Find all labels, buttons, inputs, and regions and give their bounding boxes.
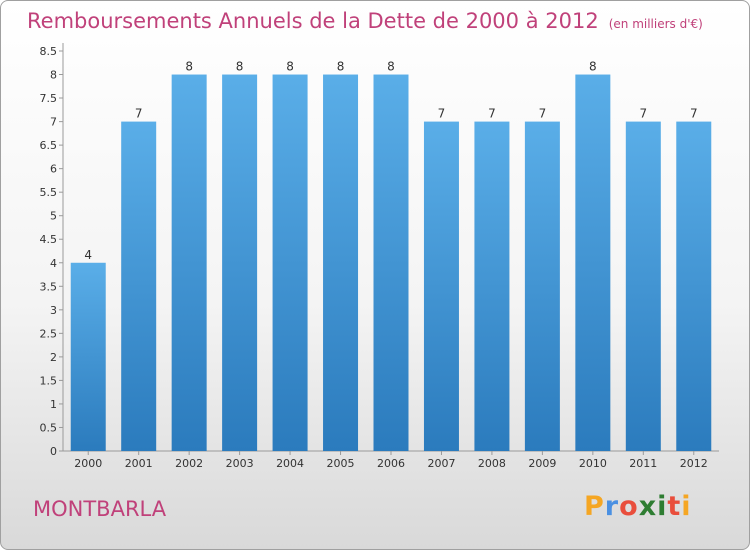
y-tick-label: 1.5 bbox=[40, 374, 58, 387]
logo-letter: i bbox=[657, 491, 668, 522]
x-tick-label: 2006 bbox=[377, 457, 405, 470]
y-tick-label: 0.5 bbox=[40, 421, 58, 434]
data-label: 7 bbox=[438, 107, 446, 121]
bar bbox=[171, 74, 207, 451]
data-label: 7 bbox=[690, 107, 698, 121]
bar bbox=[625, 121, 661, 452]
bar bbox=[474, 121, 510, 452]
bar bbox=[524, 121, 560, 452]
logo-letter: x bbox=[638, 491, 658, 522]
y-tick-label: 0 bbox=[50, 445, 57, 458]
y-tick-label: 5 bbox=[50, 210, 57, 223]
bar bbox=[121, 121, 157, 452]
y-tick-label: 8 bbox=[50, 69, 57, 82]
x-tick-label: 2003 bbox=[226, 457, 254, 470]
bar bbox=[272, 74, 308, 451]
data-label: 8 bbox=[185, 60, 193, 74]
data-label: 8 bbox=[236, 60, 244, 74]
x-tick-label: 2007 bbox=[427, 457, 455, 470]
bar bbox=[575, 74, 611, 451]
y-tick-label: 2.5 bbox=[40, 327, 58, 340]
y-tick-label: 1 bbox=[50, 398, 57, 411]
bar bbox=[423, 121, 459, 452]
y-tick-label: 8.5 bbox=[40, 45, 58, 58]
x-tick-label: 2000 bbox=[74, 457, 102, 470]
data-label: 7 bbox=[135, 107, 143, 121]
chart-title: Remboursements Annuels de la Dette de 20… bbox=[27, 9, 703, 33]
bar bbox=[323, 74, 359, 451]
data-label: 7 bbox=[639, 107, 647, 121]
proxiti-logo: Proxiti bbox=[584, 491, 692, 522]
y-tick-label: 3.5 bbox=[40, 280, 58, 293]
chart-unit: (en milliers d'€) bbox=[608, 17, 703, 31]
x-tick-label: 2004 bbox=[276, 457, 304, 470]
logo-letter: r bbox=[604, 491, 620, 522]
commune-name: MONTBARLA bbox=[33, 497, 167, 521]
data-label: 8 bbox=[337, 60, 345, 74]
logo-letter: i bbox=[681, 491, 692, 522]
y-tick-label: 4 bbox=[50, 257, 57, 270]
logo-letter: t bbox=[667, 491, 682, 522]
x-tick-label: 2001 bbox=[125, 457, 153, 470]
x-tick-label: 2010 bbox=[579, 457, 607, 470]
data-label: 7 bbox=[539, 107, 547, 121]
bar bbox=[373, 74, 409, 451]
data-label: 4 bbox=[84, 248, 92, 262]
chart-title-text: Remboursements Annuels de la Dette de 20… bbox=[27, 9, 599, 33]
data-label: 8 bbox=[286, 60, 294, 74]
bar bbox=[676, 121, 712, 452]
logo-letter: o bbox=[619, 491, 639, 522]
y-tick-label: 6 bbox=[50, 163, 57, 176]
data-label: 7 bbox=[488, 107, 496, 121]
y-tick-label: 6.5 bbox=[40, 139, 58, 152]
logo-letter: P bbox=[584, 491, 605, 522]
x-tick-label: 2008 bbox=[478, 457, 506, 470]
y-tick-label: 5.5 bbox=[40, 186, 58, 199]
y-tick-label: 7 bbox=[50, 116, 57, 129]
x-tick-label: 2011 bbox=[629, 457, 657, 470]
data-label: 8 bbox=[387, 60, 395, 74]
y-tick-label: 2 bbox=[50, 351, 57, 364]
y-tick-label: 7.5 bbox=[40, 92, 58, 105]
bar bbox=[70, 262, 106, 451]
x-tick-label: 2005 bbox=[327, 457, 355, 470]
x-tick-label: 2009 bbox=[528, 457, 556, 470]
x-tick-label: 2002 bbox=[175, 457, 203, 470]
y-tick-label: 3 bbox=[50, 304, 57, 317]
bar bbox=[222, 74, 258, 451]
data-label: 8 bbox=[589, 60, 597, 74]
y-tick-label: 4.5 bbox=[40, 233, 58, 246]
x-tick-label: 2012 bbox=[680, 457, 708, 470]
